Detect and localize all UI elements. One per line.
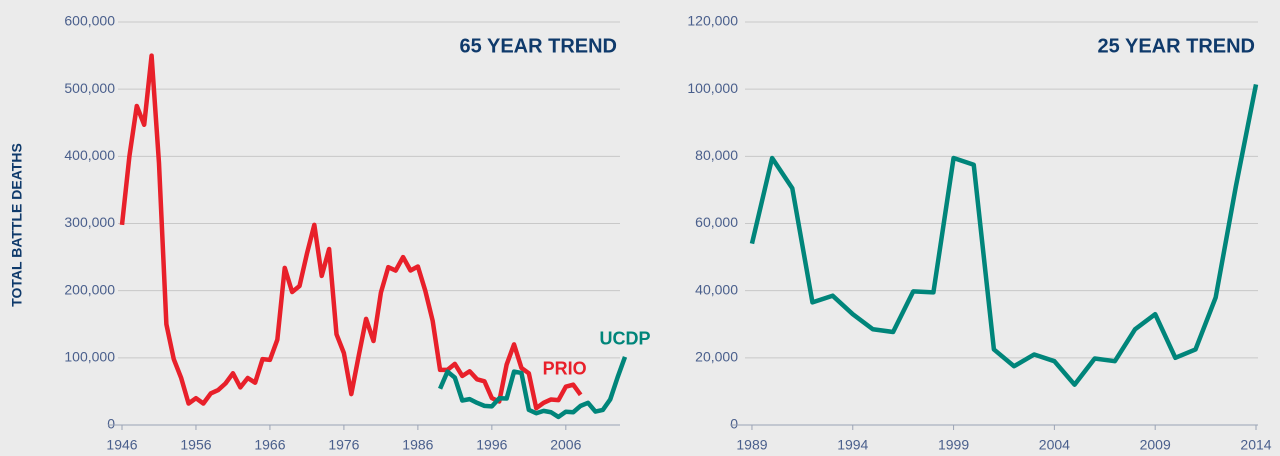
x-tick-label: 1976: [328, 437, 359, 453]
x-tick-label: 1956: [180, 437, 211, 453]
y-tick-label: 100,000: [64, 349, 115, 365]
x-tick-label: 1999: [938, 437, 969, 453]
x-tick-label: 1986: [402, 437, 433, 453]
y-tick-label: 200,000: [64, 281, 115, 297]
chart-title: 65 YEAR TREND: [460, 35, 617, 57]
x-tick-label: 2014: [1240, 437, 1271, 453]
y-tick-label: 60,000: [695, 214, 738, 230]
y-tick-label: 400,000: [64, 147, 115, 163]
y-tick-label: 0: [730, 416, 738, 432]
series-label: UCDP: [599, 329, 650, 349]
x-tick-label: 2004: [1039, 437, 1070, 453]
line-series: [749, 84, 1259, 387]
y-tick-label: 20,000: [695, 349, 738, 365]
x-tick-label: 2009: [1140, 437, 1171, 453]
y-tick-label: 120,000: [687, 13, 738, 29]
y-axis-label: TOTAL BATTLE DEATHS: [9, 143, 25, 307]
x-tick-label: 1989: [736, 437, 767, 453]
y-tick-label: 40,000: [695, 281, 738, 297]
series-label: PRIO: [543, 359, 587, 379]
line-series: [119, 53, 583, 411]
x-tick-label: 1994: [837, 437, 868, 453]
y-tick-label: 80,000: [695, 147, 738, 163]
y-tick-label: 300,000: [64, 214, 115, 230]
chart-title: 25 YEAR TREND: [1098, 35, 1255, 57]
y-tick-label: 600,000: [64, 13, 115, 29]
x-tick-label: 1966: [254, 437, 285, 453]
x-tick-label: 1946: [106, 437, 137, 453]
line-series: [438, 356, 628, 420]
y-tick-label: 0: [107, 416, 115, 432]
x-tick-label: 2006: [550, 437, 581, 453]
y-tick-label: 100,000: [687, 80, 738, 96]
x-tick-label: 1996: [476, 437, 507, 453]
y-tick-label: 500,000: [64, 80, 115, 96]
